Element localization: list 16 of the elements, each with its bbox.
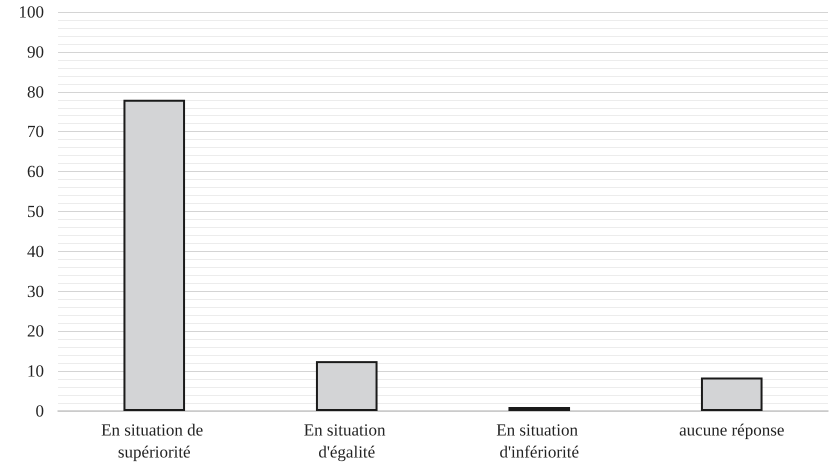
x-tick-label: En situation d'égalité xyxy=(304,420,390,462)
y-tick-label: 80 xyxy=(27,82,44,102)
y-tick-label: 50 xyxy=(27,202,44,221)
y-tick-label: 10 xyxy=(27,362,44,381)
y-tick-label: 70 xyxy=(27,122,44,142)
x-tick-label: En situation de supériorité xyxy=(101,420,208,462)
bar xyxy=(700,377,763,411)
y-tick-label: 60 xyxy=(27,162,44,182)
y-tick-label: 90 xyxy=(27,42,44,62)
x-tick-label: En situation d'infériorité xyxy=(496,420,582,462)
y-tick-label: 40 xyxy=(27,242,44,261)
y-tick-label: 100 xyxy=(18,2,44,22)
y-tick-label: 20 xyxy=(27,322,44,341)
y-tick-label: 30 xyxy=(27,282,44,301)
x-tick-label: aucune réponse xyxy=(679,420,784,440)
y-tick-label: 0 xyxy=(36,402,44,420)
